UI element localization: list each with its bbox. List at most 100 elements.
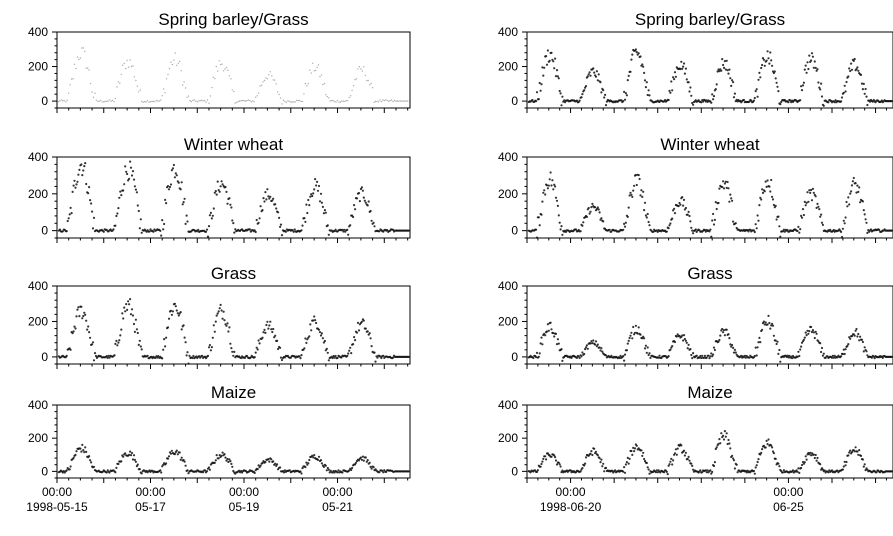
- data-point: [643, 457, 646, 461]
- data-point: [765, 439, 768, 442]
- data-point: [65, 230, 68, 233]
- data-point: [89, 459, 92, 462]
- data-point: [726, 69, 729, 72]
- data-point: [129, 313, 133, 316]
- data-point: [623, 225, 627, 228]
- data-point: [856, 184, 859, 187]
- data-point: [755, 227, 758, 230]
- data-point: [554, 332, 558, 335]
- data-point: [205, 101, 207, 103]
- data-point: [84, 50, 86, 53]
- data-point: [623, 90, 626, 93]
- data-point: [799, 348, 802, 351]
- data-point: [820, 95, 824, 98]
- data-point: [304, 466, 307, 469]
- data-point: [557, 77, 560, 80]
- data-point: [65, 101, 67, 103]
- data-point: [185, 354, 188, 357]
- data-point: [659, 471, 662, 474]
- data-point: [279, 466, 282, 469]
- data-point: [779, 103, 782, 106]
- data-point: [249, 100, 251, 102]
- data-point: [791, 469, 795, 472]
- data-point: [170, 313, 173, 316]
- data-point: [128, 303, 131, 306]
- data-point: [183, 336, 186, 339]
- data-point: [288, 469, 291, 472]
- data-point: [75, 315, 78, 318]
- data-point: [83, 311, 86, 314]
- data-point: [232, 222, 235, 225]
- data-point: [179, 60, 181, 63]
- data-point: [70, 78, 73, 80]
- data-point: [676, 333, 679, 336]
- data-point: [365, 460, 368, 463]
- data-point: [237, 101, 239, 103]
- data-point: [274, 203, 277, 206]
- data-point: [855, 68, 858, 71]
- data-point: [857, 190, 860, 193]
- data-point: [209, 211, 212, 214]
- data-point: [182, 458, 185, 462]
- data-point: [120, 73, 123, 76]
- data-point: [733, 92, 737, 95]
- data-point: [117, 341, 120, 344]
- data-point: [684, 451, 688, 454]
- data-point: [584, 346, 588, 349]
- data-point: [173, 176, 176, 179]
- data-point: [690, 226, 693, 229]
- data-point: [600, 347, 603, 350]
- data-point: [89, 336, 92, 339]
- data-point: [692, 352, 695, 355]
- data-point: [777, 462, 780, 465]
- data-point: [91, 210, 94, 213]
- x-tick-label-time: 00:00: [556, 485, 586, 499]
- data-point: [682, 204, 685, 207]
- data-point: [776, 340, 779, 343]
- data-point: [830, 356, 834, 359]
- data-point: [862, 82, 865, 85]
- data-point: [628, 194, 631, 197]
- data-point: [318, 331, 322, 334]
- data-point: [272, 460, 275, 463]
- data-point: [679, 67, 682, 71]
- data-point: [761, 191, 765, 194]
- data-point: [735, 226, 738, 230]
- data-point: [234, 102, 236, 104]
- data-point: [581, 467, 584, 470]
- data-point: [859, 454, 863, 457]
- data-point: [303, 217, 306, 220]
- data-point: [173, 453, 176, 456]
- data-point: [840, 230, 843, 233]
- data-point: [179, 188, 182, 191]
- data-point: [130, 451, 134, 455]
- data-point: [225, 459, 228, 462]
- data-point: [254, 351, 257, 354]
- data-point: [216, 180, 219, 183]
- data-point: [587, 206, 590, 210]
- data-point: [556, 338, 560, 341]
- data-point: [641, 454, 644, 457]
- data-point: [163, 222, 166, 226]
- data-point: [263, 200, 266, 203]
- data-point: [600, 217, 603, 220]
- data-point: [345, 99, 347, 102]
- data-point: [308, 204, 311, 207]
- data-point: [268, 197, 271, 200]
- data-point: [801, 460, 805, 464]
- data-point: [130, 65, 133, 68]
- data-point: [687, 455, 690, 458]
- data-point: [673, 452, 677, 455]
- data-point: [107, 354, 110, 357]
- data-point: [354, 463, 357, 466]
- data-point: [769, 51, 772, 54]
- data-point: [259, 464, 262, 467]
- data-point: [863, 463, 866, 466]
- data-point: [120, 328, 123, 331]
- x-tick-label-time: 00:00: [229, 485, 259, 499]
- data-point: [640, 189, 643, 192]
- data-point: [629, 70, 632, 73]
